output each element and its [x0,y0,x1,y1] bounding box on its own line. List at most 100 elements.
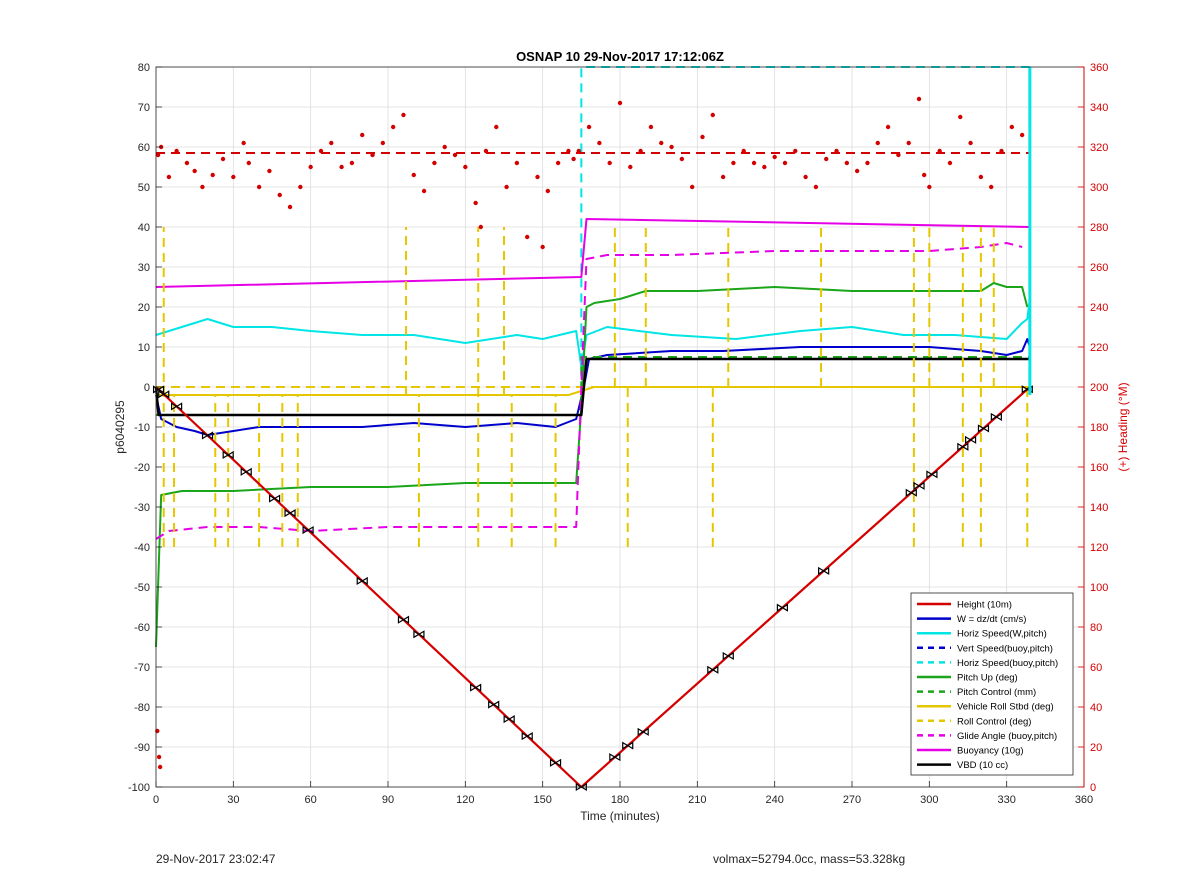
legend-label: Pitch Up (deg) [957,673,1018,684]
y-tick-label: 70 [138,102,150,114]
y2-tick-label: 60 [1090,662,1102,674]
heading-point [463,164,468,170]
y2-tick-label: 360 [1090,62,1108,74]
heading-point [782,160,788,166]
y-tick-label: 80 [138,62,150,74]
heading-point [751,160,757,166]
x-tick-label: 90 [382,794,394,806]
heading-point [772,154,777,160]
heading-point [679,156,685,162]
heading-point [504,184,509,190]
y2-tick-label: 0 [1090,782,1096,794]
height-marker [637,727,649,736]
height-marker [503,715,515,724]
heading-point [174,148,179,154]
height-marker [707,665,719,674]
heading-point [885,124,891,130]
legend-label: Horiz Speed(buoy,pitch) [957,658,1058,669]
y-tick-label: 20 [138,302,150,314]
legend-label: W = dz/dt (cm/s) [957,614,1026,625]
legend-label: Glide Angle (buoy,pitch) [957,731,1057,742]
heading-point [659,140,664,146]
heading-point [720,174,726,180]
heading-point [277,192,282,198]
heading-point [380,140,386,146]
height-marker [957,442,969,451]
height-marker [356,576,368,585]
y-tick-label: -80 [134,702,150,714]
heading-point [741,148,746,154]
height-marker [905,488,917,497]
heading-point [1009,124,1015,130]
y2-tick-label: 200 [1090,382,1108,394]
heading-point [628,164,633,170]
x-tick-label: 360 [1075,794,1093,806]
heading-point [401,112,406,118]
y-tick-label: -10 [134,422,150,434]
heading-point [329,140,334,146]
legend-label: Buoyancy (10g) [957,746,1024,757]
heading-point [473,200,478,206]
heading-point [287,204,293,210]
heading-point [648,124,654,130]
legend-label: Pitch Control (mm) [957,687,1036,698]
series-line [155,298,1031,368]
height-marker [990,412,1002,421]
heading-point [710,112,715,118]
height-marker [240,467,252,476]
legend-label: VBD (10 cc) [957,760,1008,771]
heading-point [478,224,483,230]
legend-label: Horiz Speed(W,pitch) [957,629,1047,640]
height-marker [622,741,634,750]
heading-point [597,140,602,146]
heading-point [267,168,272,174]
height-marker [201,431,214,440]
height-marker [413,630,425,639]
heading-point [865,160,870,166]
footer-volmax-mass: volmax=52794.0cc, mass=53.328kg [713,852,906,866]
heading-point [576,148,581,154]
heading-point [442,144,447,150]
heading-point [793,148,798,154]
series-line [155,282,1029,648]
x-tick-label: 210 [688,794,706,806]
x-tick-label: 120 [456,794,474,806]
heading-point [617,100,623,106]
heading-point [700,134,705,140]
heading-point [390,124,396,130]
heading-point [844,160,850,166]
heading-point [731,160,736,166]
y2-tick-label: 120 [1090,542,1108,554]
heading-outlier-point [156,754,162,760]
height-marker [222,450,234,459]
y2-tick-label: 140 [1090,502,1108,514]
heading-point [927,184,932,190]
heading-point [916,96,922,102]
heading-point [535,174,540,180]
y-tick-label: -90 [134,742,150,754]
heading-point [452,152,458,158]
heading-point [540,244,545,250]
y-tick-label: 60 [138,142,150,154]
heading-point [231,174,236,180]
height-marker [397,615,410,624]
x-tick-label: 30 [227,794,239,806]
chart-title: OSNAP 10 29-Nov-2017 17:12:06Z [516,49,724,64]
y-tick-label: -70 [134,662,150,674]
heading-point [421,188,427,194]
height-marker [470,683,482,692]
footer-timestamp: 29-Nov-2017 23:02:47 [156,852,276,866]
heading-point [246,160,251,166]
height-marker [609,753,621,762]
height-marker [964,435,977,444]
y2-tick-label: 260 [1090,262,1108,274]
heading-point [824,156,829,162]
y-tick-label: 10 [138,342,150,354]
y2-tick-label: 220 [1090,342,1108,354]
y-tick-label: 40 [138,222,150,234]
heading-point [978,174,984,180]
y-tick-label: -100 [128,782,150,794]
heading-point [192,168,197,174]
heading-point [762,164,767,170]
heading-point [256,184,262,190]
